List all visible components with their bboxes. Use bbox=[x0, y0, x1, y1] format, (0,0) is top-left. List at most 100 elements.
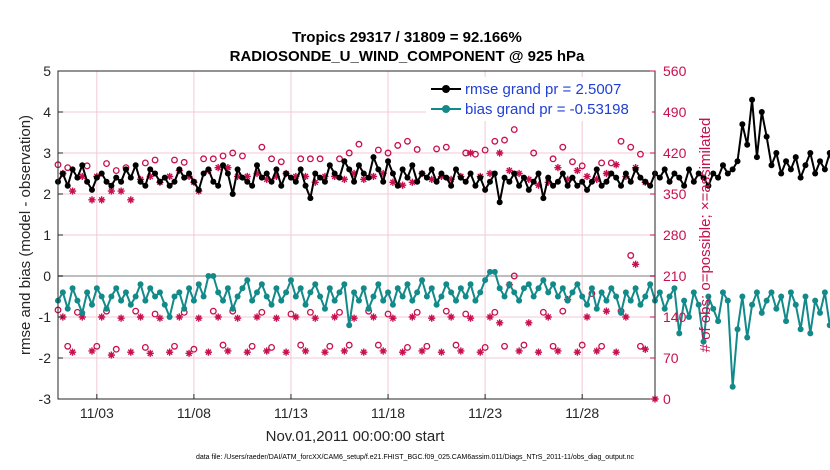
obs-possible-point bbox=[578, 162, 586, 170]
obs-assimilated-point bbox=[301, 347, 310, 355]
obs-assimilated-point bbox=[321, 172, 329, 181]
rmse-point bbox=[739, 121, 746, 128]
bias-point bbox=[598, 289, 605, 296]
rmse-point bbox=[220, 162, 227, 169]
obs-assimilated-point bbox=[544, 178, 552, 186]
bias-point bbox=[608, 285, 615, 292]
bias-point bbox=[744, 334, 751, 341]
rmse-point bbox=[79, 162, 86, 169]
obs-assimilated-point bbox=[78, 172, 86, 181]
bias-point bbox=[545, 289, 552, 296]
obs-possible-point bbox=[598, 159, 606, 167]
obs-possible-point bbox=[501, 342, 508, 350]
obs-possible-point bbox=[103, 160, 110, 167]
rmse-points bbox=[55, 96, 830, 206]
bias-point bbox=[817, 309, 824, 316]
rmse-point bbox=[64, 182, 71, 189]
rmse-point bbox=[496, 199, 503, 206]
bias-point bbox=[540, 277, 547, 284]
obs-possible-point bbox=[180, 158, 188, 166]
rmse-point bbox=[346, 166, 353, 173]
bias-point bbox=[700, 338, 707, 345]
obs-possible-point bbox=[578, 341, 586, 349]
rmse-point bbox=[142, 182, 149, 189]
rmse-point bbox=[472, 182, 479, 189]
obs-possible-point bbox=[229, 149, 237, 157]
rmse-point bbox=[132, 162, 139, 169]
obs-possible-point bbox=[248, 342, 256, 350]
obs-possible-point bbox=[306, 155, 314, 163]
obs-possible-point bbox=[404, 137, 411, 145]
obs-possible-point bbox=[627, 252, 635, 259]
bias-point bbox=[307, 289, 314, 296]
bias-point bbox=[486, 268, 493, 275]
rmse-point bbox=[254, 162, 260, 169]
bias-point bbox=[108, 293, 115, 300]
obs-possible-point bbox=[374, 146, 382, 154]
obs-assimilated-point bbox=[369, 313, 378, 321]
rmse-point bbox=[603, 178, 610, 185]
y-left-tick-label: -3 bbox=[39, 391, 52, 407]
bias-point bbox=[302, 301, 309, 308]
rmse-point bbox=[491, 170, 498, 177]
data-file-footnote: data file: /Users/raeder/DAI/ATM_forcXX/… bbox=[196, 454, 635, 461]
obs-assimilated-point bbox=[408, 313, 416, 321]
bias-point bbox=[122, 289, 129, 296]
obs-assimilated-point bbox=[515, 347, 523, 355]
obs-assimilated-point bbox=[117, 314, 125, 322]
rmse-point bbox=[351, 178, 358, 185]
rmse-point bbox=[166, 182, 173, 189]
obs-possible-point bbox=[423, 342, 431, 350]
rmse-point bbox=[263, 170, 270, 177]
bias-point bbox=[695, 301, 702, 308]
rmse-point bbox=[195, 186, 202, 193]
rmse-point bbox=[156, 178, 163, 185]
rmse-point bbox=[593, 166, 600, 173]
bias-point bbox=[409, 297, 416, 304]
obs-possible-point bbox=[132, 307, 140, 315]
obs-assimilated-point bbox=[428, 175, 436, 183]
rmse-point bbox=[181, 174, 188, 181]
rmse-point bbox=[283, 170, 290, 177]
obs-assimilated-point bbox=[224, 164, 232, 172]
bias-point bbox=[210, 273, 217, 279]
rmse-point bbox=[821, 166, 828, 173]
rmse-point bbox=[341, 158, 348, 165]
obs-possible-point bbox=[384, 310, 392, 318]
rmse-point bbox=[360, 170, 367, 177]
obs-possible-point bbox=[316, 155, 324, 163]
bias-point bbox=[516, 297, 523, 304]
obs-assimilated-point bbox=[127, 196, 135, 204]
bias-point bbox=[574, 281, 581, 288]
obs-possible-point bbox=[258, 308, 266, 316]
x-tick-label: 11/13 bbox=[274, 405, 308, 421]
obs-possible-point bbox=[268, 344, 276, 351]
bias-point bbox=[355, 297, 362, 304]
bias-point bbox=[739, 293, 746, 300]
rmse-point bbox=[608, 170, 615, 177]
obs-assimilated-point bbox=[340, 175, 348, 183]
rmse-point bbox=[74, 174, 81, 181]
obs-possible-point bbox=[471, 150, 479, 158]
rmse-point bbox=[137, 178, 144, 185]
obs-assimilated-point bbox=[331, 313, 339, 321]
obs-assimilated-point bbox=[88, 196, 96, 204]
bias-point bbox=[273, 285, 280, 292]
rmse-point bbox=[812, 170, 819, 177]
bias-point bbox=[385, 289, 392, 296]
bias-point bbox=[778, 293, 785, 300]
series-circle-markers bbox=[54, 126, 644, 175]
y-left-tick-label: -2 bbox=[39, 350, 52, 366]
bias-point bbox=[433, 301, 440, 308]
obs-assimilated-point bbox=[602, 169, 611, 178]
rmse-point bbox=[404, 174, 411, 181]
bias-point bbox=[69, 285, 76, 292]
y-right-tick-label: 70 bbox=[663, 350, 679, 366]
obs-assimilated-point bbox=[418, 347, 426, 355]
bias-point bbox=[375, 281, 382, 288]
obs-possible-point bbox=[636, 150, 644, 158]
obs-possible-point bbox=[433, 145, 441, 153]
bias-point bbox=[719, 289, 726, 296]
rmse-point bbox=[380, 178, 387, 185]
rmse-point bbox=[758, 109, 765, 115]
